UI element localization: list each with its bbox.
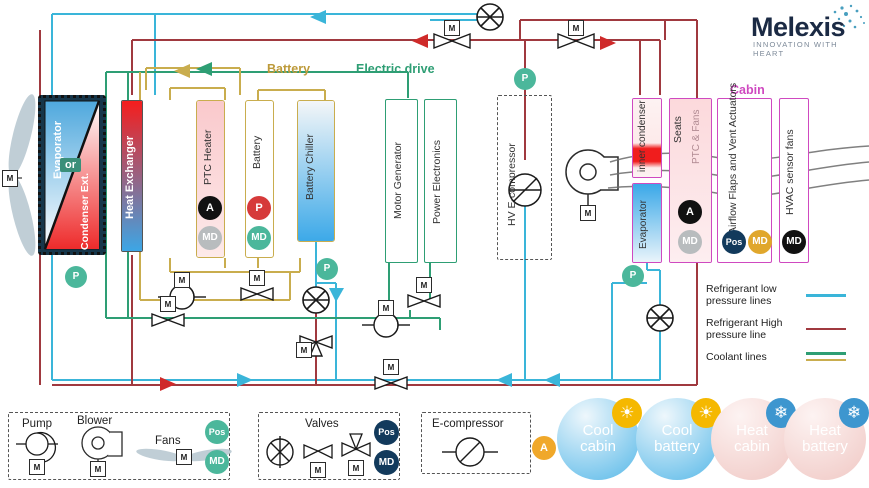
mode-label-line1: Cool xyxy=(582,421,614,439)
pressure-sensor-badge: P xyxy=(514,68,536,90)
cabin-evaporator-box xyxy=(632,183,662,263)
ecompressor-legend-box xyxy=(421,412,531,474)
sun-icon: ☀ xyxy=(612,398,642,428)
motor-box: M xyxy=(296,342,312,358)
legend-label: Refrigerant High pressure line xyxy=(706,316,783,342)
motor-driver-badge: MD xyxy=(247,226,271,250)
legend-label: Coolant lines xyxy=(706,350,767,363)
motor-box: M xyxy=(160,296,176,312)
hv-compressor-icon xyxy=(508,173,542,207)
mode-label-line1: Cool xyxy=(661,421,693,439)
line-legend: Refrigerant low pressure lines Refrigera… xyxy=(706,283,866,363)
motor-generator-box xyxy=(385,99,418,263)
sun-icon: ☀ xyxy=(691,398,721,428)
valve-legend-box xyxy=(258,412,400,480)
motor-box: M xyxy=(383,359,399,375)
legend-swatch xyxy=(806,352,846,362)
position-sensor-badge: Pos xyxy=(205,420,229,444)
mode-label-line2: battery xyxy=(654,438,700,455)
legend-label: Refrigerant low pressure lines xyxy=(706,283,777,308)
motor-box: M xyxy=(29,459,45,475)
actuator-legend-box xyxy=(8,412,230,480)
battery-chiller-box xyxy=(297,100,335,242)
expansion-valve-icon xyxy=(476,3,504,31)
mode-label-line2: battery xyxy=(802,438,848,455)
motor-box: M xyxy=(2,170,18,187)
battery-section-title: Battery xyxy=(267,62,311,76)
motor-box: M xyxy=(90,461,106,477)
external-fan-icon xyxy=(8,94,36,256)
motor-driver-badge: MD xyxy=(748,230,772,254)
expansion-valve-icon xyxy=(302,286,330,314)
expansion-valve-icon xyxy=(646,304,674,332)
pressure-sensor-badge: P xyxy=(65,266,87,288)
motor-box: M xyxy=(378,300,394,316)
motor-box: M xyxy=(580,205,596,221)
mode-label-line2: cabin xyxy=(580,438,616,455)
motor-driver-badge: MD xyxy=(782,230,806,254)
mode-label-line1: Heat xyxy=(809,421,841,439)
brand-name: Melexis xyxy=(751,12,846,42)
mode-label-line2: cabin xyxy=(734,438,770,455)
legend-swatch xyxy=(806,294,846,297)
power-electronics-box xyxy=(424,99,457,263)
legend-swatch xyxy=(806,327,846,331)
heat-exchanger-box xyxy=(121,100,143,252)
motor-driver-badge: MD xyxy=(678,230,702,254)
ecompressor-legend-label: E-compressor xyxy=(432,418,504,430)
motor-box: M xyxy=(444,20,460,36)
current-sensor-badge: A xyxy=(678,200,702,224)
motor-driver-badge: MD xyxy=(205,450,229,474)
cabin-section-title: Cabin xyxy=(730,83,765,97)
position-sensor-badge: Pos xyxy=(374,420,399,445)
motor-box: M xyxy=(174,272,190,288)
valves-legend-label: Valves xyxy=(305,418,339,430)
motor-driver-badge: MD xyxy=(374,450,399,475)
blower-legend-icon xyxy=(81,426,123,466)
motor-box: M xyxy=(416,277,432,293)
pressure-sensor-badge: P xyxy=(316,258,338,280)
or-tag: or xyxy=(60,158,81,172)
motor-box: M xyxy=(348,460,364,476)
motor-box: M xyxy=(310,462,326,478)
inner-condenser-box xyxy=(632,98,662,178)
position-sensor-badge: Pos xyxy=(722,230,746,254)
pressure-sensor-badge: P xyxy=(247,196,271,220)
hv-ecompressor-box xyxy=(497,95,552,260)
mode-heat-cabin[interactable]: Heat cabin xyxy=(711,398,793,480)
mode-label-line1: Heat xyxy=(736,421,768,439)
snowflake-icon: ❄ xyxy=(839,398,869,428)
melexis-logo-dots xyxy=(833,4,865,29)
motor-driver-badge: MD xyxy=(198,226,222,250)
pressure-sensor-badge: P xyxy=(622,265,644,287)
current-sensor-badge: A xyxy=(198,196,222,220)
current-sensor-badge: A xyxy=(532,436,556,460)
blower-legend-label: Blower xyxy=(77,415,113,427)
fans-legend-label: Fans xyxy=(155,435,181,447)
motor-box: M xyxy=(176,449,192,465)
brand-tagline: INNOVATION WITH HEART xyxy=(753,40,838,58)
pump-legend-label: Pump xyxy=(22,418,53,430)
motor-box: M xyxy=(249,270,265,286)
motor-box: M xyxy=(568,20,584,36)
cabin-blower-icon xyxy=(565,149,619,205)
electric-drive-section-title: Electric drive xyxy=(356,62,435,76)
